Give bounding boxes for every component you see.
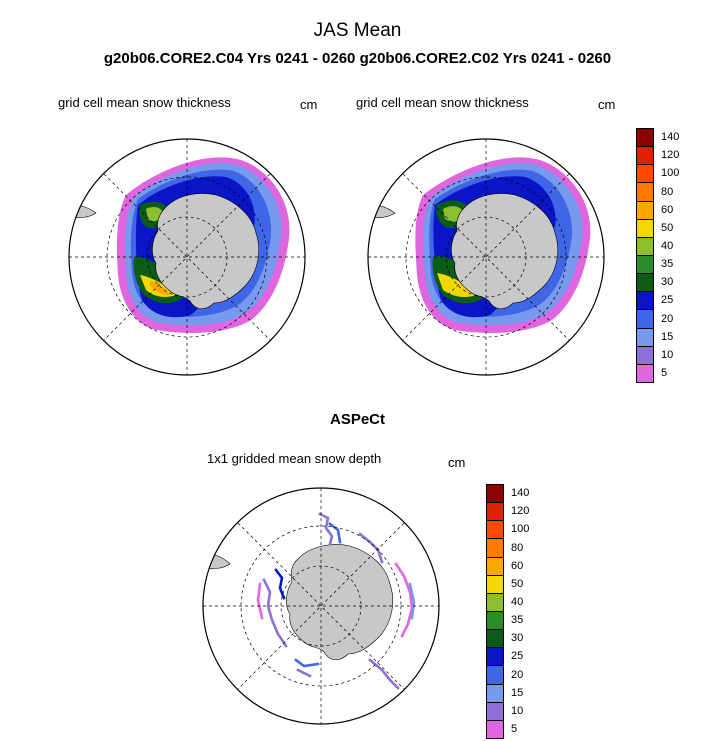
map-right — [367, 138, 605, 376]
obs-track-west — [262, 578, 288, 648]
legend-label: 140 — [661, 131, 680, 144]
legend-label: 10 — [661, 348, 674, 361]
obs-heading: ASPeCt — [329, 411, 385, 428]
legend-swatch — [486, 647, 504, 667]
obs-track-peninsula — [274, 568, 286, 600]
obs-track-purple — [318, 512, 334, 546]
legend-swatch — [636, 327, 654, 347]
legend-swatch — [636, 291, 654, 311]
legend-label: 10 — [511, 704, 524, 717]
legend-label: 80 — [661, 185, 674, 198]
legend-label: 30 — [661, 276, 674, 289]
legend-swatch — [486, 484, 504, 504]
panel-left-units: cm — [300, 97, 318, 112]
legend-label: 25 — [661, 294, 674, 307]
panel-right-title: grid cell mean snow thickness — [356, 95, 529, 110]
legend-label: 30 — [511, 632, 524, 645]
legend-label: 100 — [661, 167, 680, 180]
legend-label: 100 — [511, 523, 530, 536]
legend-label: 40 — [661, 239, 674, 252]
legend-swatch — [636, 218, 654, 238]
antarctica — [152, 193, 259, 310]
legend-swatch — [636, 309, 654, 329]
legend-label: 50 — [511, 577, 524, 590]
legend-label: 15 — [661, 330, 674, 343]
legend-top: 140 120 100 80 60 50 40 35 30 25 20 15 10 5 — [636, 128, 679, 383]
legend-label: 20 — [661, 312, 674, 325]
obs-track-blue — [328, 522, 342, 544]
obs-track-south — [368, 658, 400, 690]
legend-label: 5 — [511, 722, 518, 735]
legend-label: 35 — [661, 258, 674, 271]
legend-label: 20 — [511, 668, 524, 681]
antarctica — [286, 544, 393, 661]
obs-title: 1x1 gridded mean snow depth — [207, 451, 382, 466]
legend-swatch — [486, 502, 504, 522]
legend-swatch — [486, 520, 504, 540]
legend-swatch — [486, 665, 504, 685]
legend-swatch — [486, 574, 504, 594]
map-left — [68, 138, 306, 376]
legend-label: 40 — [511, 595, 524, 608]
south-america — [203, 553, 231, 570]
snow-band-50 — [437, 273, 477, 298]
legend-label: 50 — [661, 221, 674, 234]
legend-swatch — [636, 182, 654, 202]
legend-swatch — [486, 683, 504, 703]
legend-swatch — [636, 236, 654, 256]
legend-label: 140 — [511, 487, 530, 500]
map-obs — [202, 487, 440, 725]
legend-label: 35 — [511, 614, 524, 627]
legend-label: 60 — [661, 203, 674, 216]
obs-track-east2 — [394, 562, 414, 638]
obs-track-east3 — [408, 582, 416, 620]
legend-label: 60 — [511, 559, 524, 572]
legend-label: 5 — [661, 366, 668, 379]
legend-swatch — [486, 701, 504, 721]
subtitle: g20b06.CORE2.C04 Yrs 0241 - 0260 g20b06.… — [103, 50, 612, 67]
legend-swatch — [636, 128, 654, 148]
panel-right-units: cm — [598, 97, 616, 112]
legend-swatch — [486, 629, 504, 649]
legend-bottom: 140 120 100 80 60 50 40 35 30 25 20 15 10 5 — [486, 484, 529, 739]
legend-label: 25 — [511, 650, 524, 663]
legend-swatch — [636, 255, 654, 275]
snow-band-60 — [150, 281, 170, 295]
legend-swatch — [486, 719, 504, 739]
legend-label: 120 — [511, 505, 530, 518]
legend-swatch — [486, 556, 504, 576]
legend-swatch — [636, 200, 654, 220]
legend-swatch — [636, 146, 654, 166]
legend-swatch — [636, 164, 654, 184]
legend-label: 15 — [511, 686, 524, 699]
legend-swatch — [486, 611, 504, 631]
panel-left-title: grid cell mean snow thickness — [58, 95, 231, 110]
antarctica — [451, 193, 558, 310]
legend-swatch — [636, 273, 654, 293]
legend-label: 120 — [661, 149, 680, 162]
legend-swatch — [636, 363, 654, 383]
obs-units: cm — [448, 455, 466, 470]
legend-swatch — [636, 345, 654, 365]
legend-swatch — [486, 538, 504, 558]
legend-swatch — [486, 592, 504, 612]
obs-track-west2 — [256, 582, 264, 620]
obs-track-bottom — [294, 658, 320, 668]
obs-track-bottom2 — [296, 668, 312, 678]
legend-label: 80 — [511, 541, 524, 554]
main-title: JAS Mean — [313, 20, 402, 41]
